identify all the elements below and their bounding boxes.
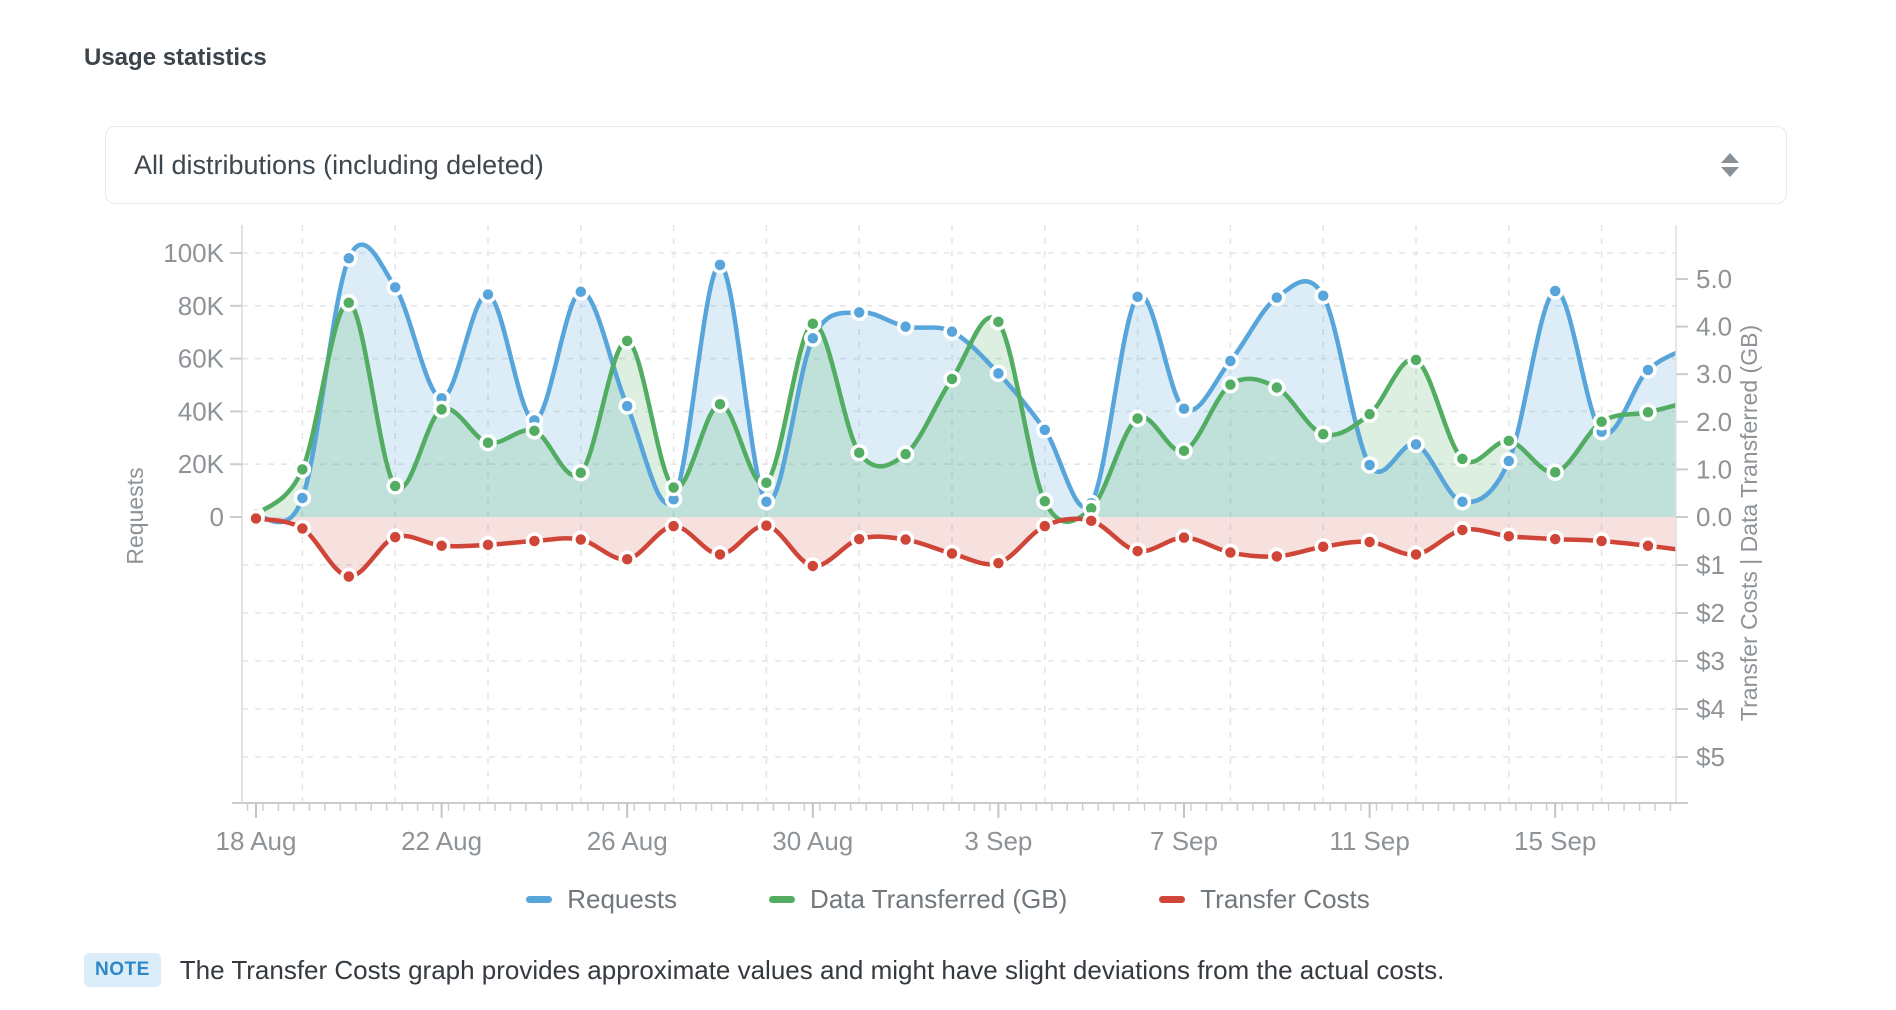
note-badge: NOTE — [84, 953, 161, 987]
svg-text:Requests: Requests — [122, 467, 148, 564]
svg-text:15 Sep: 15 Sep — [1514, 826, 1596, 856]
svg-text:7 Sep: 7 Sep — [1150, 826, 1218, 856]
legend-swatch-icon — [1159, 896, 1186, 903]
legend-item-data-transferred-gb: Data Transferred (GB) — [769, 884, 1067, 915]
legend-swatch-icon — [769, 896, 796, 903]
svg-text:40K: 40K — [178, 396, 225, 426]
svg-text:$4: $4 — [1696, 694, 1725, 724]
note-row: NOTE The Transfer Costs graph provides a… — [84, 953, 1444, 987]
legend-item-requests: Requests — [526, 884, 677, 915]
svg-text:11 Sep: 11 Sep — [1329, 826, 1409, 856]
page-title: Usage statistics — [84, 44, 267, 71]
svg-text:$5: $5 — [1696, 742, 1725, 772]
legend-item-transfer-costs: Transfer Costs — [1159, 884, 1370, 915]
note-text: The Transfer Costs graph provides approx… — [179, 954, 1445, 985]
svg-text:$3: $3 — [1696, 646, 1725, 676]
legend-label: Requests — [567, 884, 678, 914]
select-updown-icon — [1720, 152, 1740, 178]
chart-legend: Requests Data Transferred (GB) Transfer Co… — [0, 884, 1896, 915]
svg-text:22 Aug: 22 Aug — [401, 826, 482, 856]
distribution-select-value: All distributions (including deleted) — [134, 149, 544, 180]
svg-text:30 Aug: 30 Aug — [772, 826, 853, 856]
svg-text:100K: 100K — [163, 238, 224, 268]
svg-text:5.0: 5.0 — [1696, 264, 1732, 294]
svg-text:$2: $2 — [1696, 598, 1725, 628]
svg-text:80K: 80K — [178, 291, 225, 321]
svg-text:18 Aug: 18 Aug — [216, 826, 297, 856]
svg-text:20K: 20K — [178, 449, 225, 479]
distribution-select[interactable]: All distributions (including deleted) — [105, 126, 1787, 204]
grid — [242, 225, 1676, 803]
svg-text:4.0: 4.0 — [1696, 312, 1732, 342]
svg-text:60K: 60K — [178, 344, 225, 374]
svg-text:3.0: 3.0 — [1696, 359, 1732, 389]
series-area — [247, 242, 1676, 586]
legend-label: Data Transferred (GB) — [810, 884, 1068, 914]
svg-text:0.0: 0.0 — [1696, 502, 1732, 532]
legend-label: Transfer Costs — [1200, 884, 1370, 914]
svg-text:3 Sep: 3 Sep — [964, 826, 1032, 856]
svg-text:0: 0 — [210, 502, 224, 532]
svg-text:2.0: 2.0 — [1696, 407, 1732, 437]
svg-text:Transfer Costs | Data Transfer: Transfer Costs | Data Transferred (GB) — [1736, 325, 1762, 721]
svg-text:$1: $1 — [1696, 550, 1725, 580]
legend-swatch-icon — [526, 896, 553, 903]
svg-text:1.0: 1.0 — [1696, 454, 1732, 484]
axes: 0 20K 40K 60K 80K 100K 0.0 1.0 2.0 3.0 4.0 5.0 $1 $2 $… — [122, 225, 1762, 856]
svg-text:26 Aug: 26 Aug — [587, 826, 668, 856]
